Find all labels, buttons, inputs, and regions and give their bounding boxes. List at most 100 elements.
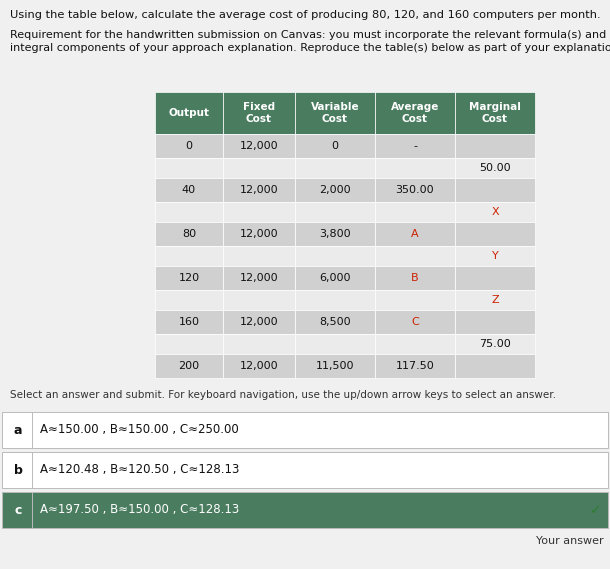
Bar	[295, 290, 375, 310]
Bar	[223, 158, 295, 178]
Bar	[375, 266, 455, 290]
Bar	[155, 202, 223, 222]
Bar	[375, 92, 455, 134]
Text: Using the table below, calculate the average cost of producing 80, 120, and 160 : Using the table below, calculate the ave…	[10, 10, 601, 20]
Bar	[155, 354, 223, 378]
Bar	[455, 134, 535, 158]
Bar	[455, 334, 535, 354]
Bar	[155, 222, 223, 246]
Text: a: a	[14, 423, 22, 436]
Text: Variable
Cost: Variable Cost	[310, 102, 359, 124]
Bar	[223, 334, 295, 354]
Bar	[375, 310, 455, 334]
Bar	[155, 134, 223, 158]
Text: 12,000: 12,000	[240, 273, 278, 283]
Text: 200: 200	[179, 361, 199, 371]
Text: 2,000: 2,000	[319, 185, 351, 195]
Text: 12,000: 12,000	[240, 141, 278, 151]
Bar	[223, 202, 295, 222]
Text: 12,000: 12,000	[240, 317, 278, 327]
Bar	[455, 310, 535, 334]
Bar	[455, 178, 535, 202]
Text: Marginal
Cost: Marginal Cost	[469, 102, 521, 124]
Bar	[375, 334, 455, 354]
Text: Fixed
Cost: Fixed Cost	[243, 102, 275, 124]
Bar	[295, 266, 375, 290]
Bar	[155, 92, 223, 134]
Text: c: c	[14, 504, 22, 517]
Bar	[295, 158, 375, 178]
Text: 40: 40	[182, 185, 196, 195]
Text: 120: 120	[179, 273, 199, 283]
Bar	[295, 134, 375, 158]
Bar	[455, 222, 535, 246]
Text: -: -	[413, 141, 417, 151]
Bar	[223, 178, 295, 202]
Bar	[295, 202, 375, 222]
Text: Your answer: Your answer	[536, 536, 604, 546]
Bar	[375, 222, 455, 246]
Bar	[155, 246, 223, 266]
Text: Y: Y	[492, 251, 498, 261]
Text: ✓: ✓	[590, 503, 602, 517]
Text: 8,500: 8,500	[319, 317, 351, 327]
Bar	[375, 290, 455, 310]
Text: B: B	[411, 273, 419, 283]
Text: 0: 0	[331, 141, 339, 151]
Text: 350.00: 350.00	[396, 185, 434, 195]
Bar	[295, 246, 375, 266]
Bar	[295, 222, 375, 246]
Text: 0: 0	[185, 141, 193, 151]
Bar	[155, 266, 223, 290]
Bar	[223, 354, 295, 378]
Bar	[455, 158, 535, 178]
Bar	[375, 158, 455, 178]
Bar	[155, 290, 223, 310]
Bar	[295, 92, 375, 134]
Bar	[2, 412, 608, 448]
Text: A: A	[411, 229, 419, 239]
Bar	[295, 310, 375, 334]
Bar	[223, 290, 295, 310]
Text: Average
Cost: Average Cost	[391, 102, 439, 124]
Bar	[155, 178, 223, 202]
Bar	[223, 310, 295, 334]
Bar	[375, 134, 455, 158]
Bar	[375, 246, 455, 266]
Bar	[295, 334, 375, 354]
Bar	[223, 222, 295, 246]
Text: C: C	[411, 317, 419, 327]
Text: Z: Z	[491, 295, 499, 305]
Bar	[2, 492, 608, 528]
Bar	[295, 178, 375, 202]
Text: 3,800: 3,800	[319, 229, 351, 239]
Bar	[375, 178, 455, 202]
Text: Output: Output	[168, 108, 209, 118]
Text: 50.00: 50.00	[479, 163, 511, 173]
Text: 117.50: 117.50	[396, 361, 434, 371]
Text: 12,000: 12,000	[240, 185, 278, 195]
Bar	[155, 158, 223, 178]
Text: 12,000: 12,000	[240, 361, 278, 371]
Text: A≈197.50 , B≈150.00 , C≈128.13: A≈197.50 , B≈150.00 , C≈128.13	[40, 504, 239, 517]
Bar	[223, 266, 295, 290]
Bar	[223, 134, 295, 158]
Text: Select an answer and submit. For keyboard navigation, use the up/down arrow keys: Select an answer and submit. For keyboar…	[10, 390, 556, 400]
Bar	[455, 354, 535, 378]
Text: 12,000: 12,000	[240, 229, 278, 239]
Bar	[223, 92, 295, 134]
Text: b: b	[13, 464, 23, 476]
Text: Requirement for the handwritten submission on Canvas: you must incorporate the r: Requirement for the handwritten submissi…	[10, 30, 610, 53]
Bar	[295, 354, 375, 378]
Bar	[223, 246, 295, 266]
Bar	[455, 266, 535, 290]
Text: A≈120.48 , B≈120.50 , C≈128.13: A≈120.48 , B≈120.50 , C≈128.13	[40, 464, 239, 476]
Text: 75.00: 75.00	[479, 339, 511, 349]
Text: 6,000: 6,000	[319, 273, 351, 283]
Bar	[455, 246, 535, 266]
Bar	[375, 354, 455, 378]
Text: A≈150.00 , B≈150.00 , C≈250.00: A≈150.00 , B≈150.00 , C≈250.00	[40, 423, 239, 436]
Bar	[2, 452, 608, 488]
Bar	[375, 202, 455, 222]
Text: X: X	[491, 207, 499, 217]
